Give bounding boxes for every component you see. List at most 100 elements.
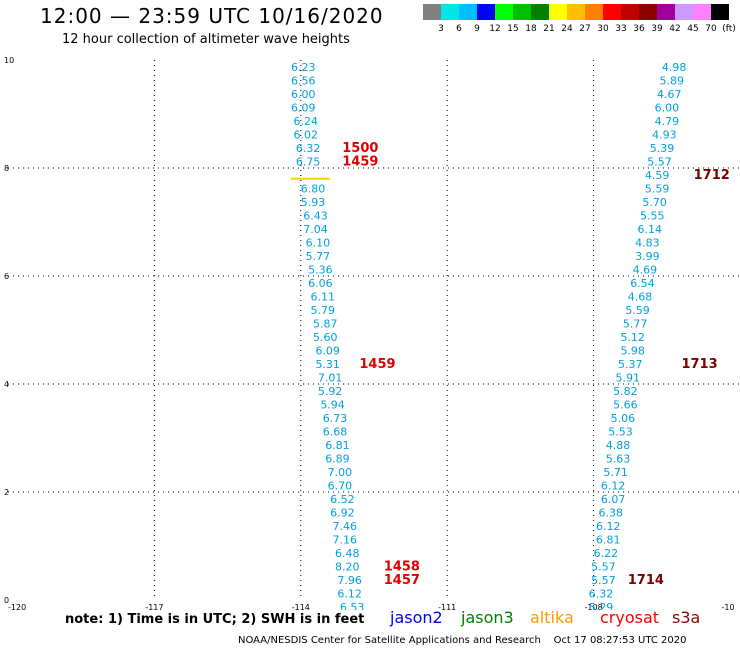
y-tick-label: 6 — [4, 272, 9, 281]
color-swatch — [549, 4, 567, 20]
wave-height-value: 5.60 — [313, 331, 338, 344]
time-label: 1458 — [384, 559, 420, 574]
wave-height-value: 6.80 — [301, 182, 326, 195]
color-scale-label: 21 — [543, 24, 555, 34]
color-scale-label: 3 — [438, 24, 444, 34]
wave-height-value: 5.70 — [642, 196, 667, 209]
time-label: 1713 — [681, 357, 717, 372]
wave-height-value: 4.69 — [633, 263, 658, 276]
wave-height-value: 6.32 — [296, 142, 321, 155]
wave-height-value: 4.79 — [655, 115, 680, 128]
wave-height-value: 5.66 — [613, 398, 638, 411]
color-swatch — [567, 4, 585, 20]
wave-height-value: 6.89 — [325, 452, 350, 465]
wave-height-value: 5.06 — [611, 412, 636, 425]
color-scale-label: 6 — [456, 24, 462, 34]
color-swatch — [531, 4, 549, 20]
wave-height-value: 7.96 — [337, 574, 362, 587]
wave-height-value: 6.00 — [291, 88, 316, 101]
wave-height-value: 6.68 — [323, 425, 348, 438]
wave-height-value: 4.88 — [606, 439, 631, 452]
chart-title: 12:00 — 23:59 UTC 10/16/2020 — [40, 4, 384, 28]
y-tick-label: 4 — [4, 380, 9, 389]
x-tick-label: -111 — [438, 603, 456, 610]
wave-height-value: 4.67 — [657, 88, 682, 101]
x-tick-label: -108 — [585, 603, 603, 610]
wave-height-value: 6.10 — [306, 236, 331, 249]
color-swatch — [585, 4, 603, 20]
x-tick-label: -120 — [8, 603, 26, 610]
wave-height-value: 6.07 — [601, 493, 626, 506]
color-scale-label: 30 — [597, 24, 609, 34]
wave-height-value: 5.94 — [320, 398, 345, 411]
y-tick-label: 2 — [4, 488, 9, 497]
wave-height-value: 5.57 — [591, 560, 616, 573]
wave-height-value: 5.93 — [301, 196, 326, 209]
color-scale-label: 36 — [633, 24, 645, 34]
wave-height-value: 4.68 — [628, 290, 653, 303]
wave-height-value: 5.37 — [618, 358, 643, 371]
wave-height-value: 5.57 — [647, 155, 672, 168]
wave-height-value: 5.59 — [645, 182, 670, 195]
wave-height-value: 5.59 — [625, 304, 650, 317]
wave-height-value: 5.82 — [613, 385, 638, 398]
color-scale-label: 45 — [687, 24, 699, 34]
wave-height-value: 6.52 — [330, 493, 355, 506]
wave-height-value: 4.93 — [652, 128, 677, 141]
color-scale-label: 12 — [489, 24, 501, 34]
color-swatch — [441, 4, 459, 20]
wave-height-value: 5.77 — [623, 317, 648, 330]
wave-height-value: 6.73 — [323, 412, 348, 425]
color-swatch — [657, 4, 675, 20]
wave-height-value: 5.63 — [606, 452, 631, 465]
color-scale-label: 33 — [615, 24, 627, 34]
color-scale-label: 9 — [474, 24, 480, 34]
color-swatch — [513, 4, 531, 20]
wave-height-value: 6.32 — [589, 587, 614, 600]
wave-height-value: 7.04 — [303, 223, 328, 236]
wave-height-value: 4.83 — [635, 236, 660, 249]
wave-height-value: 5.57 — [591, 574, 616, 587]
wave-height-value: 5.92 — [318, 385, 343, 398]
x-tick-label: -10 — [721, 603, 734, 610]
time-label: 1457 — [384, 573, 420, 588]
wave-height-value: 5.91 — [616, 371, 641, 384]
wave-height-value: 5.53 — [608, 425, 633, 438]
time-label: 1712 — [694, 168, 730, 183]
color-swatch — [459, 4, 477, 20]
color-scale-label: 24 — [561, 24, 573, 34]
wave-height-value: 6.54 — [630, 277, 655, 290]
y-tick-label: 10 — [4, 56, 14, 65]
wave-height-value: 6.12 — [601, 479, 626, 492]
wave-height-value: 6.43 — [303, 209, 328, 222]
color-swatch — [621, 4, 639, 20]
time-label: 1500 — [342, 141, 378, 156]
wave-height-value: 5.29 — [589, 601, 614, 610]
legend-entry-jason3: jason3 — [461, 608, 514, 627]
wave-height-value: 6.48 — [335, 547, 360, 560]
wave-height-value: 5.87 — [313, 317, 338, 330]
color-scale-label: 70 — [705, 24, 717, 34]
color-swatch — [639, 4, 657, 20]
wave-height-value: 5.31 — [315, 358, 340, 371]
color-swatch — [495, 4, 513, 20]
color-swatch — [423, 4, 441, 20]
time-label: 1459 — [359, 357, 395, 372]
x-tick-label: -114 — [292, 603, 310, 610]
wave-height-value: 7.00 — [328, 466, 353, 479]
color-swatch — [603, 4, 621, 20]
wave-height-value: 8.20 — [335, 560, 360, 573]
wave-height-value: 6.23 — [291, 61, 316, 74]
wave-height-value: 6.53 — [340, 601, 365, 610]
wave-height-value: 7.01 — [318, 371, 343, 384]
wave-height-value: 6.11 — [311, 290, 336, 303]
wave-height-value: 6.12 — [337, 587, 362, 600]
color-swatch — [477, 4, 495, 20]
wave-height-value: 6.22 — [594, 547, 619, 560]
wave-height-value: 6.06 — [308, 277, 333, 290]
wave-height-plot: -120 -117 -114 -111 -108 -1010864206.236.566.… — [4, 56, 740, 610]
y-tick-label: 0 — [4, 596, 9, 605]
color-swatch — [693, 4, 711, 20]
chart-subtitle: 12 hour collection of altimeter wave hei… — [62, 32, 350, 47]
color-scale-label: 39 — [651, 24, 663, 34]
